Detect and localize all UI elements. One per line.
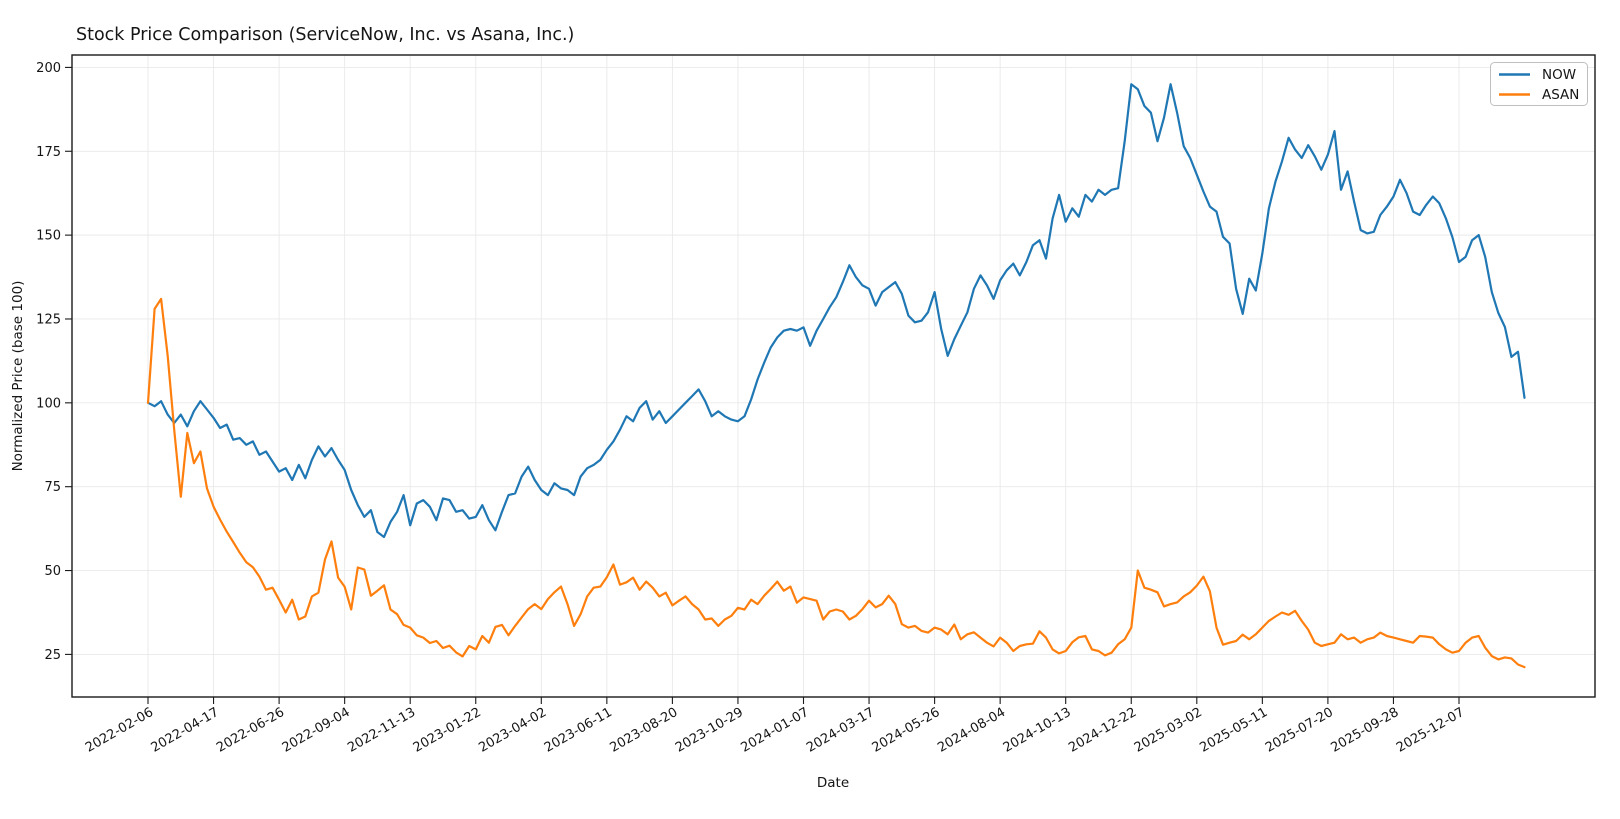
x-tick-label: 2022-06-26 bbox=[214, 705, 287, 756]
x-tick-label: 2024-08-04 bbox=[935, 705, 1008, 756]
x-tick-label: 2025-05-11 bbox=[1197, 705, 1270, 756]
x-tick-label: 2022-04-17 bbox=[149, 705, 222, 756]
series-line-now bbox=[146, 83, 1526, 539]
x-tick-label: 2023-10-29 bbox=[673, 705, 746, 756]
chart-title: Stock Price Comparison (ServiceNow, Inc.… bbox=[76, 25, 574, 45]
x-tick-label: 2025-07-20 bbox=[1263, 705, 1336, 756]
x-axis-label: Date bbox=[817, 775, 849, 791]
y-tick-label: 125 bbox=[36, 312, 61, 327]
legend-label-asan: ASAN bbox=[1542, 87, 1579, 103]
x-tick-label: 2022-02-06 bbox=[83, 705, 156, 756]
x-tick-label: 2022-09-04 bbox=[280, 705, 353, 756]
legend: NOW ASAN bbox=[1490, 62, 1588, 106]
plot-border bbox=[71, 54, 1596, 698]
y-axis-label: Normalized Price (base 100) bbox=[10, 281, 26, 472]
x-axis-ticks: 2022-02-062022-04-172022-06-262022-09-04… bbox=[83, 697, 1467, 756]
x-tick-label: 2023-04-02 bbox=[476, 705, 549, 756]
y-tick-label: 175 bbox=[36, 145, 61, 160]
y-axis-ticks: 25 50 75 100 125 150 175 200 bbox=[36, 61, 72, 663]
x-tick-label: 2024-05-26 bbox=[870, 705, 943, 756]
x-tick-label: 2024-03-17 bbox=[804, 705, 877, 756]
y-tick-label: 150 bbox=[36, 229, 61, 244]
x-tick-label: 2024-10-13 bbox=[1001, 705, 1074, 756]
y-tick-label: 50 bbox=[44, 564, 61, 579]
x-tick-label: 2025-03-02 bbox=[1132, 705, 1205, 756]
gridlines bbox=[72, 55, 1595, 697]
series-lines bbox=[146, 83, 1526, 669]
x-tick-label: 2024-12-22 bbox=[1066, 705, 1139, 756]
x-tick-label: 2023-01-22 bbox=[411, 705, 484, 756]
x-tick-label: 2022-11-13 bbox=[345, 705, 418, 756]
y-tick-label: 75 bbox=[44, 480, 61, 495]
x-tick-label: 2024-01-07 bbox=[739, 705, 812, 756]
x-tick-label: 2025-09-28 bbox=[1329, 705, 1402, 756]
x-tick-label: 2023-06-11 bbox=[542, 705, 615, 756]
y-tick-label: 25 bbox=[44, 648, 61, 663]
x-tick-label: 2023-08-20 bbox=[607, 705, 680, 756]
series-line-asan bbox=[146, 297, 1526, 669]
x-tick-label: 2025-12-07 bbox=[1394, 705, 1467, 756]
legend-label-now: NOW bbox=[1542, 67, 1576, 83]
y-tick-label: 200 bbox=[36, 61, 61, 76]
y-tick-label: 100 bbox=[36, 396, 61, 411]
